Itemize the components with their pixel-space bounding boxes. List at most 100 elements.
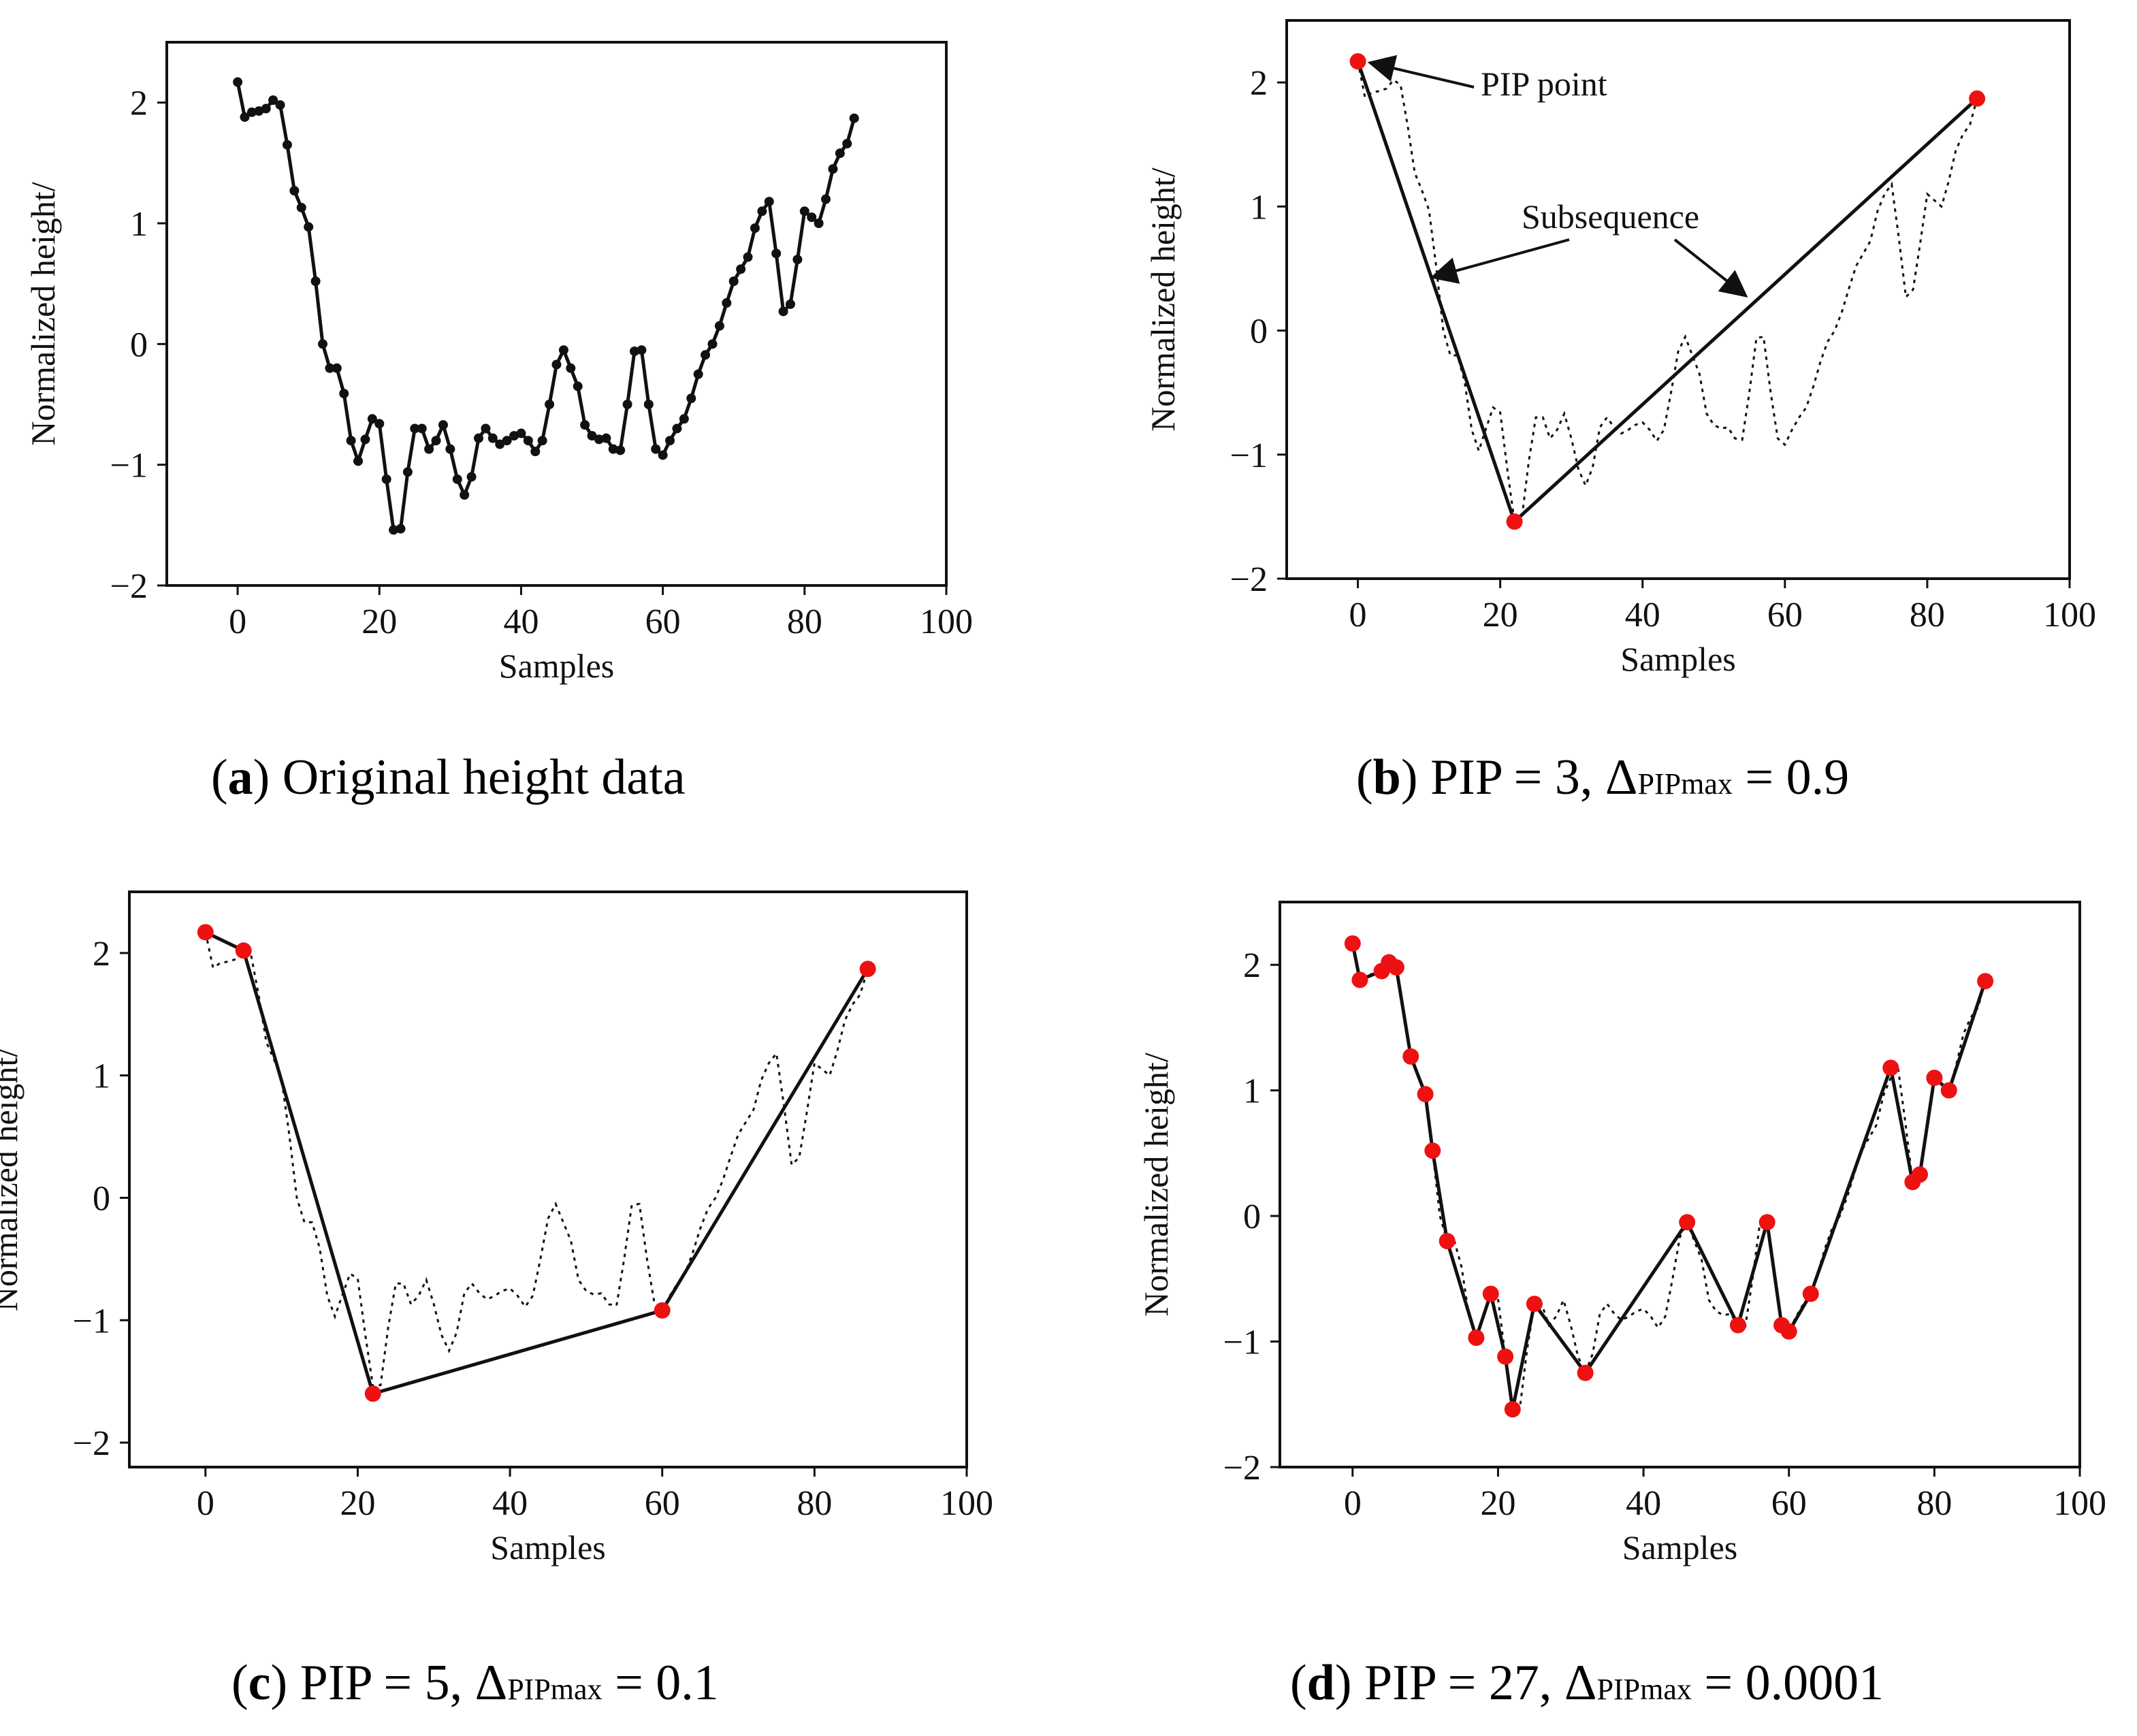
data-point [246, 107, 257, 117]
y-tick-label: 0 [1250, 312, 1268, 351]
data-point [460, 490, 470, 500]
pip-point [235, 942, 252, 959]
pip-point [197, 924, 214, 941]
data-point [714, 321, 724, 331]
data-point [821, 194, 831, 204]
pip-point [1802, 1285, 1819, 1302]
data-point [275, 100, 285, 110]
pip-point [1424, 1142, 1441, 1159]
x-tick-label: 80 [787, 602, 822, 641]
data-point [268, 95, 278, 106]
data-point [743, 252, 753, 262]
data-point [792, 255, 803, 265]
pip-point-arrow [1367, 54, 1475, 89]
data-point [601, 433, 611, 443]
chart-d: 0 20 40 60 80 100 −2 −1 0 1 2 Samples Normalized hei… [1137, 901, 2106, 1566]
data-point [643, 400, 654, 409]
data-point [558, 345, 568, 355]
original-dotted-line [1351, 943, 1987, 1411]
original-dotted-line [1357, 61, 1978, 523]
x-tick-label: 20 [340, 1484, 375, 1523]
data-point [842, 138, 852, 148]
data-point [353, 456, 364, 466]
x-tick-label: 0 [1349, 596, 1367, 634]
data-point [828, 164, 838, 174]
data-point [289, 186, 300, 196]
data-point [622, 400, 632, 409]
x-axis-title: Samples [499, 647, 614, 685]
caption-b: (b) PIP = 3, ΔPIPmax = 0.9 [1356, 750, 1850, 805]
y-tick-label: −2 [1230, 560, 1268, 599]
x-tick-label: 0 [229, 602, 246, 641]
data-point [728, 276, 739, 287]
chart-a: 0 20 40 60 80 100 −2 −1 0 1 2 Samples Normalized hei… [24, 41, 973, 685]
pip-subsequence-line [1351, 943, 1987, 1411]
data-point [310, 276, 321, 287]
pip-point [1940, 1082, 1957, 1099]
data-point [402, 467, 413, 477]
pip-point [1497, 1348, 1514, 1365]
pip-point [1758, 1214, 1776, 1231]
data-point [637, 345, 647, 355]
y-tick-label: 2 [130, 84, 148, 123]
x-tick-label: 20 [1483, 596, 1518, 634]
y-tick-label: −1 [1230, 436, 1268, 475]
pip-point [1912, 1166, 1928, 1183]
data-point [545, 400, 555, 409]
data-point [332, 363, 342, 373]
caption-c: (c) PIP = 5, ΔPIPmax = 0.1 [231, 1655, 719, 1711]
data-point [318, 339, 327, 349]
y-tick-label: −1 [73, 1302, 110, 1340]
plot-frame [128, 890, 968, 1468]
caption-a-text: ) Original height data [253, 750, 686, 805]
x-axis-title: Samples [1620, 640, 1735, 678]
x-tick-label: 100 [920, 602, 973, 641]
data-point [736, 264, 746, 274]
series-line [236, 82, 856, 532]
pip-point [1417, 1086, 1434, 1103]
pip-point [1977, 973, 1994, 990]
data-point [665, 436, 675, 446]
x-tick-label: 0 [197, 1484, 214, 1523]
subsequence-annotation: Subsequence [1522, 197, 1699, 236]
data-point [495, 439, 505, 449]
pip-point-annotation: PIP point [1481, 65, 1607, 103]
data-point [530, 447, 541, 457]
pip-point [859, 961, 876, 978]
x-tick-label: 40 [1626, 1484, 1661, 1523]
data-point [367, 414, 377, 424]
data-point [566, 363, 576, 373]
data-point [339, 389, 349, 399]
data-point [693, 369, 703, 379]
data-point [757, 206, 767, 216]
pip-point [1780, 1323, 1797, 1340]
caption-a-letter: a [227, 750, 253, 805]
x-axis-title: Samples [1622, 1528, 1737, 1566]
x-tick-label: 60 [1767, 596, 1803, 634]
x-tick-label: 100 [2053, 1484, 2106, 1523]
y-tick-label: 2 [93, 935, 110, 974]
data-point [410, 423, 420, 434]
data-point [587, 431, 597, 441]
data-point [835, 148, 845, 159]
data-point [360, 434, 370, 445]
data-point [679, 414, 689, 424]
subsequence-arrow-left [1430, 238, 1570, 284]
plot-frame [165, 41, 948, 587]
y-axis-title: Normalized height/ [0, 1048, 25, 1311]
x-tick-label: 40 [492, 1484, 528, 1523]
data-point [799, 206, 809, 216]
pip-point [1349, 53, 1366, 70]
pip-point [1577, 1364, 1594, 1381]
data-point [786, 299, 795, 309]
data-point [707, 339, 718, 349]
pip-point [1729, 1317, 1746, 1334]
data-point [240, 112, 250, 122]
data-point [424, 444, 434, 454]
pip-point [654, 1302, 671, 1319]
pip-point [1387, 959, 1404, 976]
y-tick-label: 2 [1243, 946, 1261, 985]
data-point [261, 103, 271, 114]
x-tick-label: 100 [2043, 596, 2096, 634]
data-point [233, 77, 243, 87]
